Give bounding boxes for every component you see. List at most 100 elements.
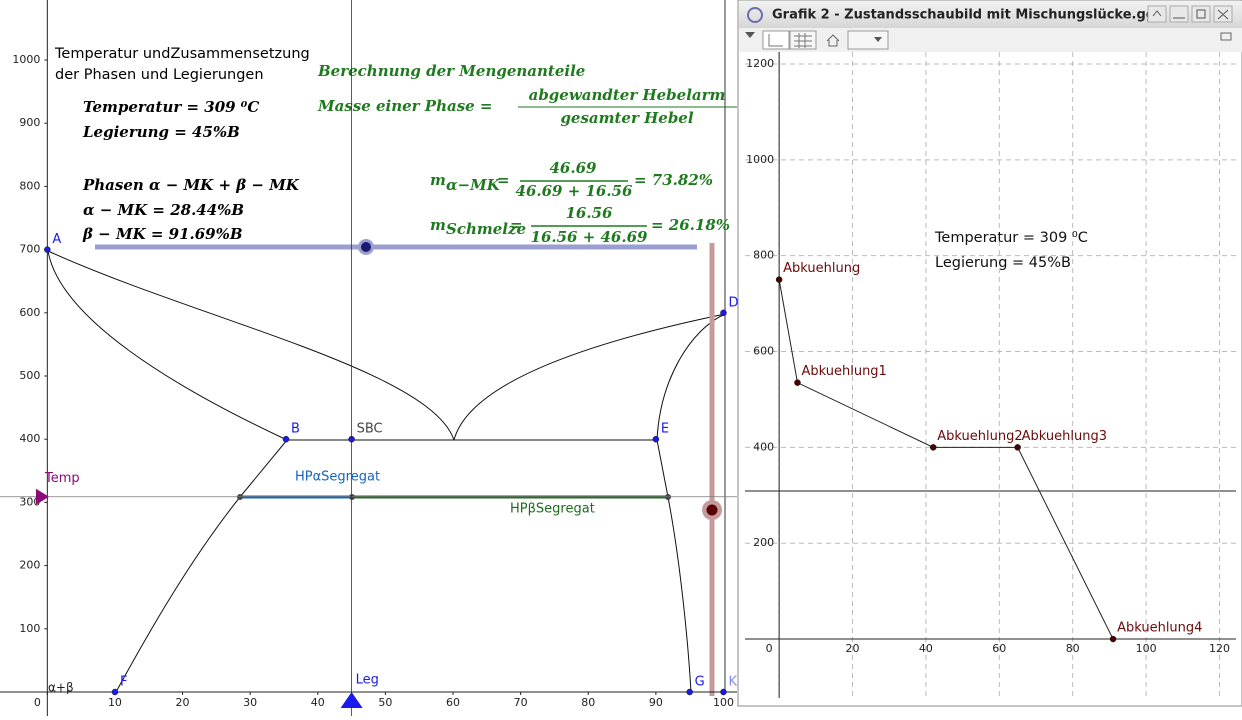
point	[930, 444, 937, 451]
annotation: Temperatur = 309 ⁰C	[934, 230, 1088, 246]
heading: Temperatur undZusammensetzung	[54, 46, 310, 62]
x-tick-label: 40	[919, 642, 933, 655]
point[interactable]	[720, 688, 727, 696]
button-restore[interactable]	[1147, 5, 1167, 23]
y-tick-label: 400	[753, 440, 774, 453]
point-label: K	[728, 674, 737, 689]
y-tick-label: 200	[19, 559, 40, 572]
info-text: Temperatur = 309 ⁰C	[83, 98, 259, 116]
heading: der Phasen und Legierungen	[55, 67, 264, 83]
x-tick-label: 0	[34, 696, 41, 709]
x-tick-label: 80	[581, 696, 595, 709]
formula-equals: =	[497, 171, 510, 189]
point	[775, 276, 783, 283]
calc-title: Berechnung der Mengenanteile	[317, 62, 585, 80]
formula-denominator: gesamter Hebel	[560, 109, 693, 127]
point-label: G	[695, 674, 705, 689]
formula-symbol: m	[430, 216, 446, 234]
point-label: SBC	[357, 422, 383, 437]
formula-denominator: 16.56 + 46.69	[531, 228, 649, 246]
window-plot: 0 20 40 60 80 100 120 200 400 600 800 1000 1200 Abkue…	[745, 52, 1236, 698]
point[interactable]	[282, 435, 290, 443]
x-tick-label: 20	[176, 696, 190, 709]
y-tick-label: 800	[19, 179, 40, 192]
graphics-view: Temperatur undZusammensetzung der Phasen…	[0, 0, 740, 716]
formula-numerator: 46.69	[550, 159, 598, 177]
y-tick-label: 400	[19, 432, 40, 445]
point-label: Abkuehlung1	[801, 364, 886, 379]
point	[1109, 635, 1117, 643]
x-tick-label: 60	[446, 696, 460, 709]
solvus-curve	[115, 439, 288, 693]
point[interactable]	[44, 246, 51, 253]
home-button[interactable]	[826, 34, 840, 47]
toolbar-icons	[768, 33, 812, 48]
x-tick-label: 0	[766, 642, 773, 655]
point	[794, 379, 801, 386]
x-tick-label: 50	[378, 696, 392, 709]
point-label: B	[291, 422, 300, 437]
formula-subscript: Schmelze	[446, 220, 526, 238]
slider-knob[interactable]	[361, 242, 371, 252]
point[interactable]	[686, 688, 693, 696]
toolbar-menu[interactable]	[745, 32, 755, 38]
dropdown-arrow	[874, 37, 882, 42]
x-tick-label: 100	[713, 696, 734, 709]
y-tick-label: 500	[19, 369, 40, 382]
x-tick-label: 20	[846, 642, 860, 655]
y-tick-label: 600	[753, 345, 774, 358]
y-tick-label: 300	[19, 495, 40, 508]
dock-button[interactable]	[1220, 32, 1232, 41]
point-label: Abkuehlung3	[1022, 429, 1107, 444]
x-tick-label: 120	[1209, 642, 1230, 655]
formula-symbol: m	[430, 171, 446, 189]
formula-lhs: Masse einer Phase =	[317, 97, 492, 115]
y-tick-label: 1000	[746, 153, 774, 166]
main-plot: 0 10 20 30 40 50 60 70 80 90 100 100 200 300 400 500 600…	[0, 0, 738, 716]
phase-curves	[47, 250, 726, 693]
point-label: Abkuehlung	[783, 261, 860, 276]
point[interactable]	[720, 309, 727, 317]
solvus-curve	[656, 439, 692, 693]
leg-marker[interactable]	[340, 691, 363, 708]
x-tick-label: 100	[1136, 642, 1157, 655]
y-tick-label: 1000	[12, 53, 40, 66]
y-tick-label: 700	[19, 243, 40, 256]
point[interactable]	[348, 435, 355, 443]
y-tick-label: 600	[19, 306, 40, 319]
phase-text: Phasen α − MK + β − MK	[82, 176, 300, 194]
app-icon	[747, 7, 763, 23]
button-minimize[interactable]	[1169, 5, 1189, 23]
solidus-curve	[47, 250, 455, 441]
y-tick-label: 800	[753, 249, 774, 262]
temp-marker[interactable]	[36, 488, 49, 505]
x-tick-label: 10	[108, 696, 122, 709]
x-tick-label: 90	[649, 696, 663, 709]
view-dropdown[interactable]	[847, 30, 889, 50]
phase-text: β − MK = 91.69%B	[82, 225, 243, 243]
x-tick-label: 30	[243, 696, 257, 709]
toolbar	[739, 28, 1242, 52]
point-label: D	[728, 295, 738, 310]
leg-label: Leg	[356, 672, 379, 687]
y-tick-label: 1200	[746, 57, 774, 70]
button-maximize[interactable]	[1191, 5, 1211, 23]
view-background	[0, 0, 740, 716]
point[interactable]	[111, 688, 119, 696]
y-tick-label: 900	[19, 116, 40, 129]
formula-denominator: 46.69 + 16.56	[516, 182, 634, 200]
point-label: Abkuehlung4	[1117, 621, 1202, 636]
segment-label: HPαSegregat	[295, 470, 380, 485]
formula-numerator: 16.56	[566, 204, 614, 222]
segment-label: HPβSegregat	[510, 502, 595, 517]
info-text: Legierung = 45%B	[82, 123, 240, 141]
window-title: Grafik 2 - Zustandsschaubild mit Mischun…	[772, 8, 1164, 23]
point[interactable]	[652, 435, 660, 443]
point-label: Abkuehlung2	[937, 429, 1022, 444]
slider-knob[interactable]	[706, 504, 718, 516]
annotation: Legierung = 45%B	[935, 255, 1071, 271]
y-tick-label: 200	[753, 536, 774, 549]
formula-subscript: α−MK	[446, 176, 501, 194]
point	[1014, 444, 1021, 451]
